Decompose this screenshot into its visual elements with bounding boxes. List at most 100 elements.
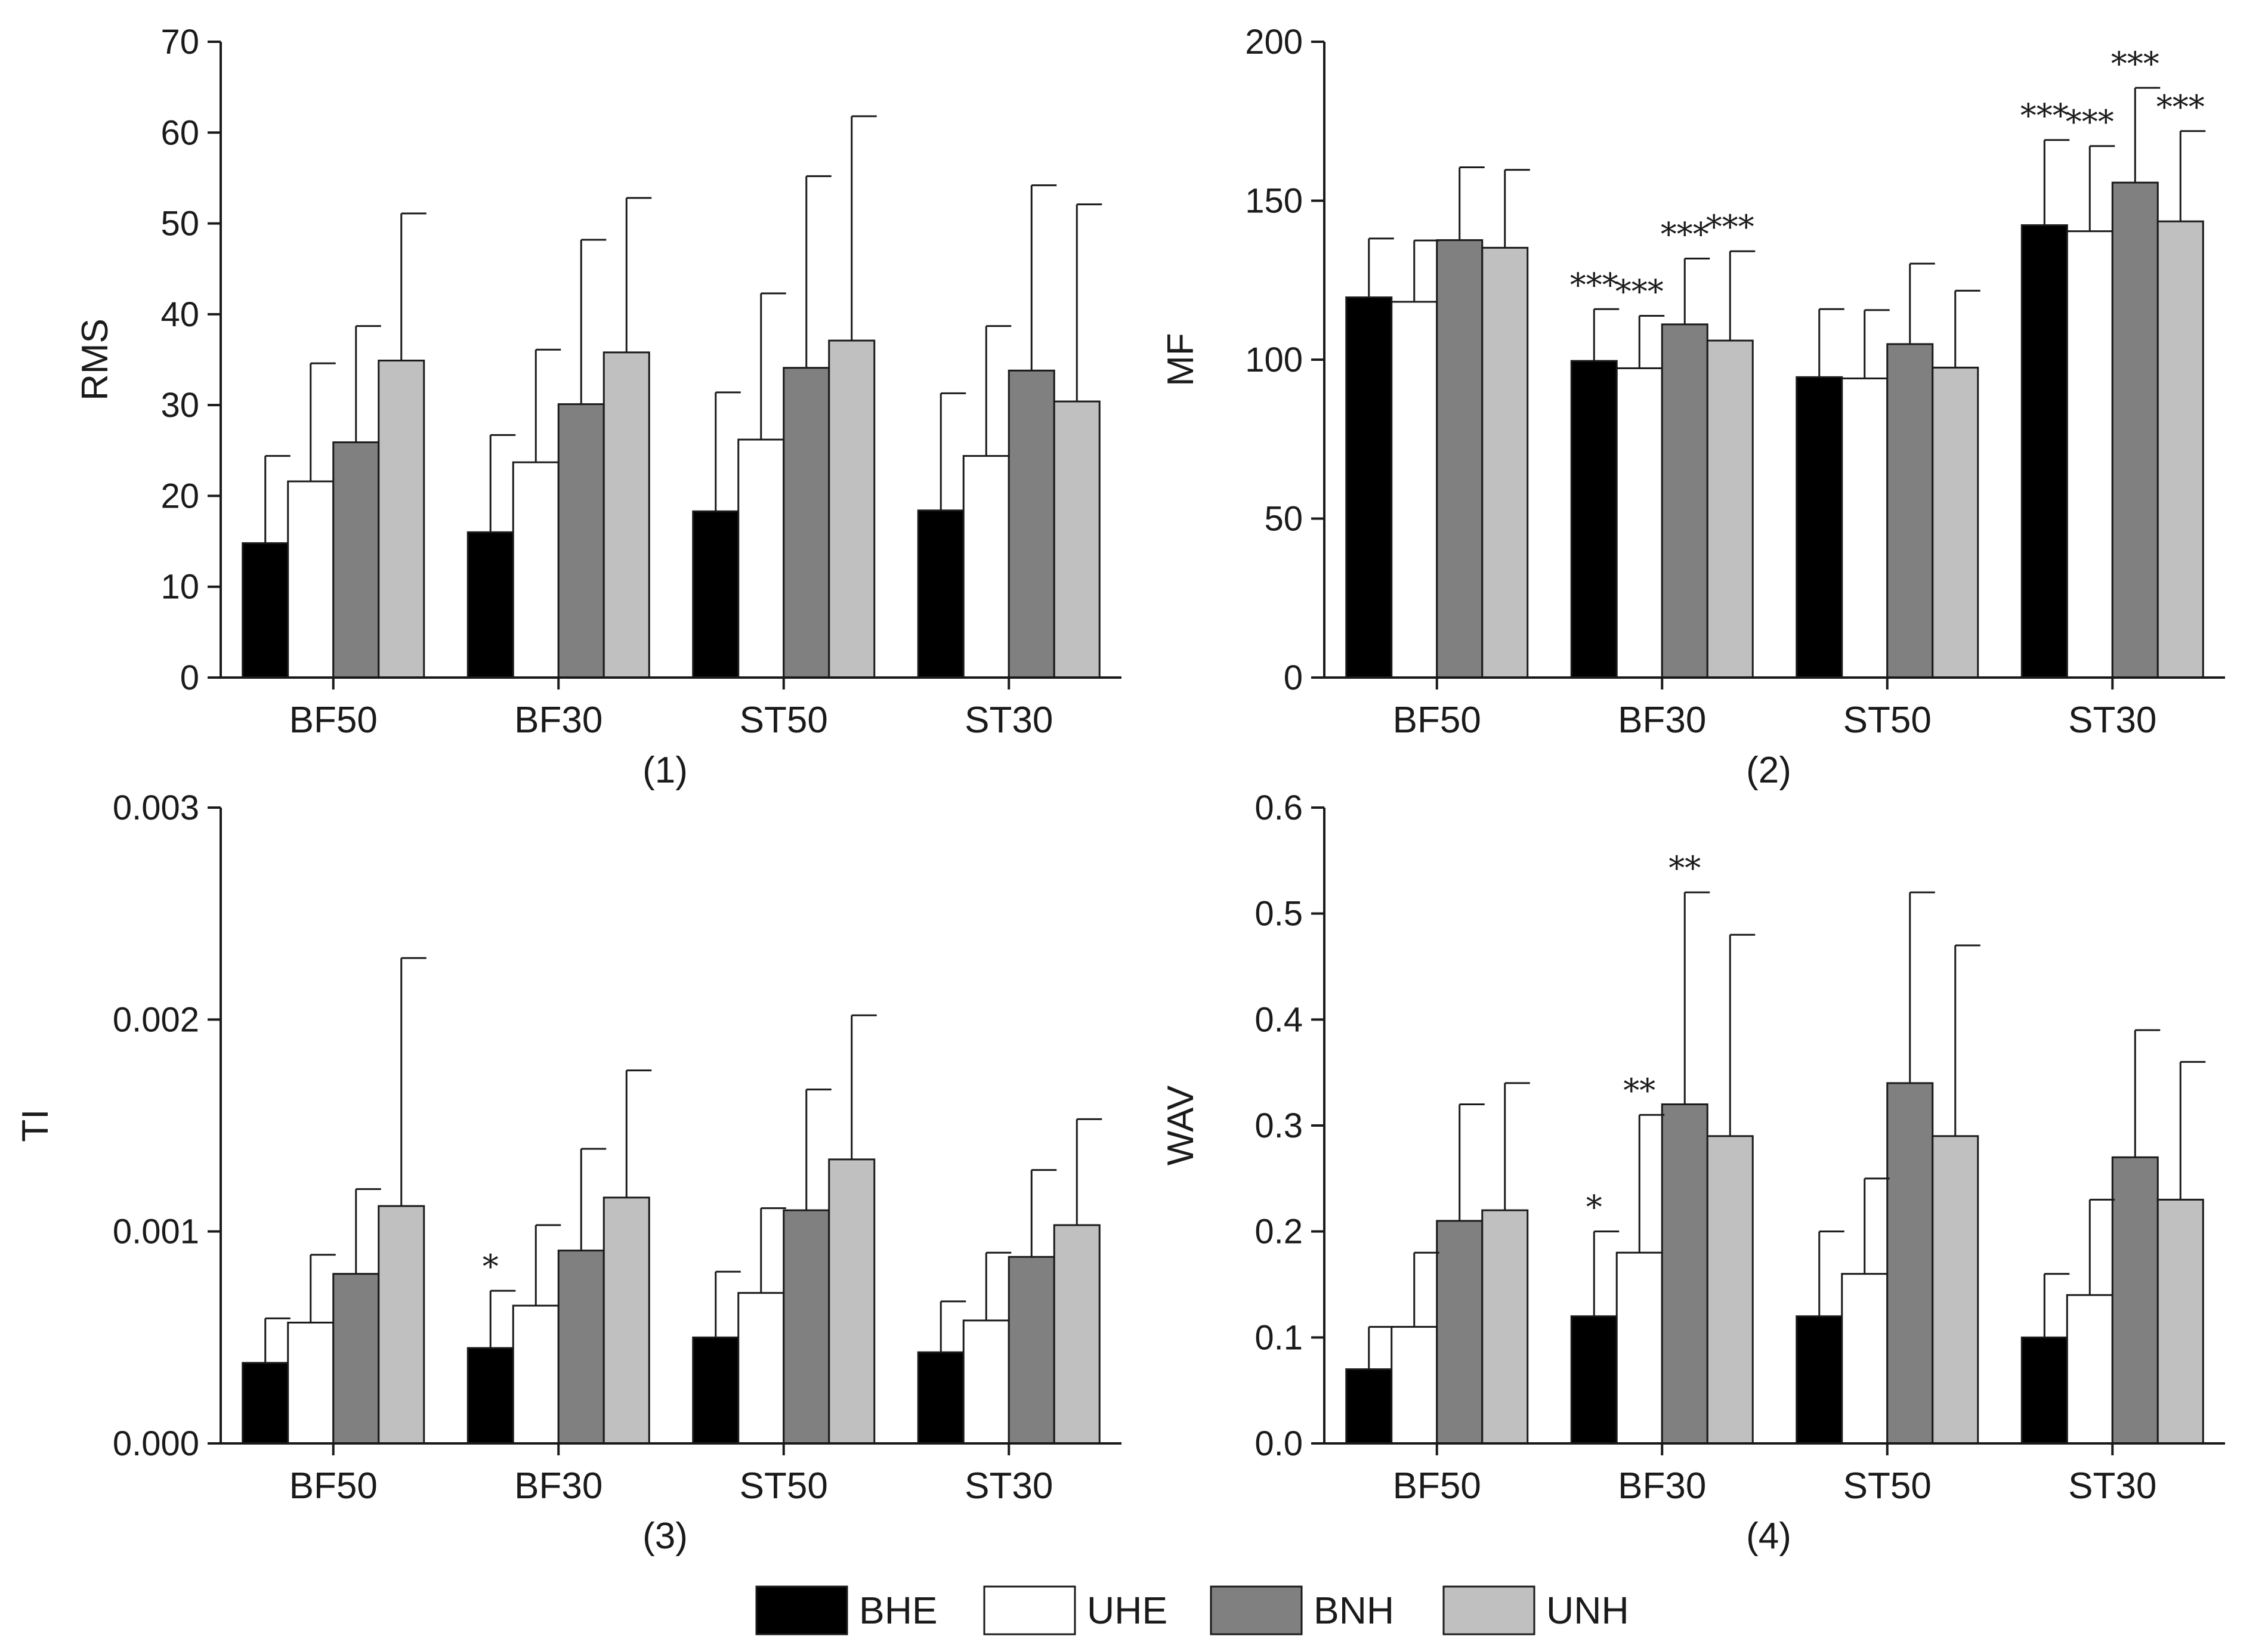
- bar: [1706, 339, 1754, 679]
- bar: [692, 510, 740, 679]
- y-tick-label: 30: [160, 386, 199, 425]
- legend-label-bhe: BHE: [859, 1589, 938, 1632]
- legend-label-unh: UNH: [1546, 1589, 1629, 1632]
- y-tick-label: 20: [160, 477, 199, 515]
- bar: [737, 1292, 785, 1445]
- y-tick-label: 40: [160, 295, 199, 334]
- bar: [692, 1336, 740, 1445]
- legend-label-bnh: BNH: [1314, 1589, 1394, 1632]
- x-tick-label: ST30: [2068, 700, 2156, 741]
- y-axis-label: RMS: [75, 319, 116, 401]
- y-axis-label: WAV: [1160, 1085, 1201, 1165]
- x-tick-label: BF50: [289, 700, 378, 741]
- bar: [783, 367, 830, 679]
- x-tick-label: BF50: [1393, 1465, 1481, 1507]
- y-tick-label: 0.5: [1254, 895, 1303, 933]
- y-tick-label: 50: [160, 205, 199, 243]
- bar: [242, 1362, 289, 1445]
- bar: [1391, 1326, 1438, 1445]
- y-tick-label: 10: [160, 568, 199, 607]
- x-tick-label: BF30: [1618, 700, 1706, 741]
- y-tick-label: 0.001: [113, 1213, 199, 1251]
- bar: [378, 1205, 425, 1445]
- bar: [332, 441, 380, 679]
- significance-marker: ***: [1570, 266, 1618, 304]
- bar: [1053, 1224, 1101, 1445]
- x-tick-label: BF30: [1618, 1465, 1706, 1507]
- bar: [2020, 1336, 2068, 1445]
- significance-marker: ***: [2020, 97, 2069, 135]
- bar: [1345, 1368, 1393, 1445]
- y-tick-label: 0: [180, 658, 199, 697]
- bar: [1008, 369, 1055, 679]
- bar: [2111, 1156, 2159, 1445]
- bar: [466, 531, 514, 679]
- y-tick-label: 0.2: [1254, 1213, 1303, 1251]
- y-tick-label: 60: [160, 113, 199, 152]
- y-tick-label: 0.3: [1254, 1106, 1303, 1145]
- x-tick-label: ST50: [1843, 1465, 1932, 1507]
- y-tick-label: 0.1: [1254, 1318, 1303, 1357]
- bar: [1615, 1251, 1663, 1445]
- y-tick-label: 0.000: [113, 1424, 199, 1463]
- bar: [737, 438, 785, 679]
- significance-marker: *: [483, 1248, 499, 1285]
- chart-panel-2: ************************ 050100150200BF5…: [1160, 23, 2225, 791]
- x-tick-label: BF50: [1393, 700, 1481, 741]
- bar: [2066, 230, 2113, 679]
- bar: [378, 360, 425, 679]
- significance-marker: **: [1668, 849, 1701, 887]
- bar: [783, 1209, 830, 1445]
- chart-panel-1: 0 10 20 30 40 50 60 70 BF50 BF30 ST50 ST30 RMS (1): [75, 23, 1121, 791]
- x-tick-label: ST30: [2068, 1465, 2156, 1507]
- panel-caption: (2): [1746, 750, 1791, 791]
- bar: [1886, 343, 1934, 679]
- legend-label-uhe: UHE: [1087, 1589, 1167, 1632]
- bar: [2156, 1198, 2204, 1445]
- bar: [2066, 1294, 2113, 1445]
- bar: [1932, 366, 1979, 679]
- significance-marker: ***: [2156, 88, 2205, 126]
- bar: [1345, 296, 1393, 679]
- bar: [1436, 1220, 1484, 1445]
- bar: [512, 1304, 560, 1445]
- x-tick-label: BF30: [514, 700, 602, 741]
- bar: [466, 1347, 514, 1445]
- significance-marker: ***: [2066, 103, 2114, 141]
- bar: [1886, 1082, 1934, 1445]
- bar: [242, 542, 289, 679]
- y-tick-label: 0.4: [1254, 1000, 1303, 1039]
- bar: [828, 339, 876, 679]
- legend-swatch-bnh: [1210, 1585, 1303, 1635]
- bar: [1053, 400, 1101, 679]
- significance-marker: ***: [1661, 216, 1709, 253]
- chart-panel-3: * 0.000 0.001 0.002 0.003 BF50 BF30 ST50 ST30 T…: [15, 789, 1121, 1557]
- bar: [332, 1273, 380, 1445]
- bar: [917, 509, 965, 679]
- bar: [2020, 224, 2068, 679]
- bar: [1932, 1135, 1979, 1445]
- x-tick-label: ST50: [740, 1465, 828, 1507]
- x-tick-label: ST50: [1843, 700, 1932, 741]
- significance-marker: **: [1623, 1072, 1655, 1109]
- bar: [962, 1319, 1010, 1445]
- bar: [1661, 323, 1708, 679]
- x-tick-label: ST30: [965, 1465, 1053, 1507]
- bar: [917, 1351, 965, 1445]
- bar: [287, 480, 335, 679]
- legend: BHE UHE BNH UNH: [755, 1585, 1629, 1635]
- y-axis-label: TI: [15, 1109, 56, 1142]
- bar: [557, 403, 605, 679]
- bar: [1570, 1315, 1618, 1445]
- y-tick-label: 0: [1284, 658, 1303, 697]
- y-tick-label: 0.002: [113, 1000, 199, 1039]
- bar: [1008, 1256, 1055, 1445]
- significance-marker: ***: [1615, 273, 1664, 310]
- bar: [1391, 301, 1438, 679]
- x-tick-label: BF30: [514, 1465, 602, 1507]
- panel-caption: (4): [1746, 1516, 1791, 1557]
- bar: [962, 454, 1010, 679]
- bar: [1481, 246, 1529, 679]
